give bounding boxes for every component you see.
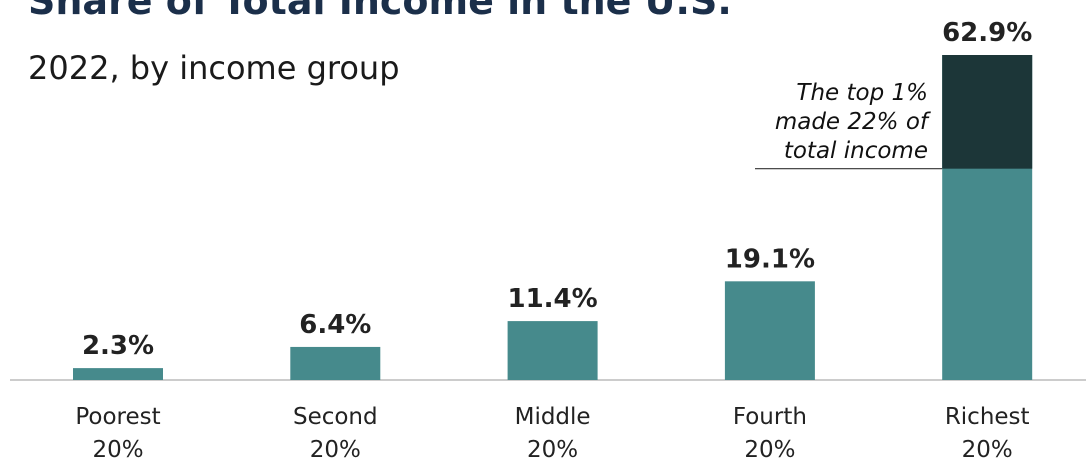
x-tick-label: 20% — [92, 437, 143, 462]
x-tick-label: Richest — [945, 404, 1030, 430]
annotation: The top 1% — [796, 80, 928, 106]
chart-subtitle: 2022, by income group — [28, 49, 400, 87]
value-label: 2.3% — [82, 331, 154, 361]
bar — [73, 368, 163, 380]
bar-segment — [942, 55, 1033, 169]
annotation: made 22% of — [775, 109, 931, 135]
x-tick-label: Poorest — [75, 404, 160, 430]
value-label: 19.1% — [725, 244, 815, 274]
value-label: 11.4% — [507, 284, 597, 314]
bar — [507, 321, 598, 380]
bar — [724, 281, 815, 380]
x-tick-label: 20% — [962, 437, 1013, 462]
x-tick-label: 20% — [527, 437, 578, 462]
x-tick-label: Fourth — [733, 404, 807, 430]
value-label: 6.4% — [299, 310, 371, 340]
x-tick-label: 20% — [310, 437, 361, 462]
x-tick-label: Second — [293, 404, 378, 430]
value-label: 62.9% — [942, 18, 1032, 48]
x-tick-label: Middle — [515, 404, 591, 430]
x-tick-label: 20% — [744, 437, 795, 462]
bar — [290, 346, 381, 380]
annotation: total income — [784, 138, 928, 164]
chart-title: Share of Total Income in the U.S. — [28, 0, 732, 23]
